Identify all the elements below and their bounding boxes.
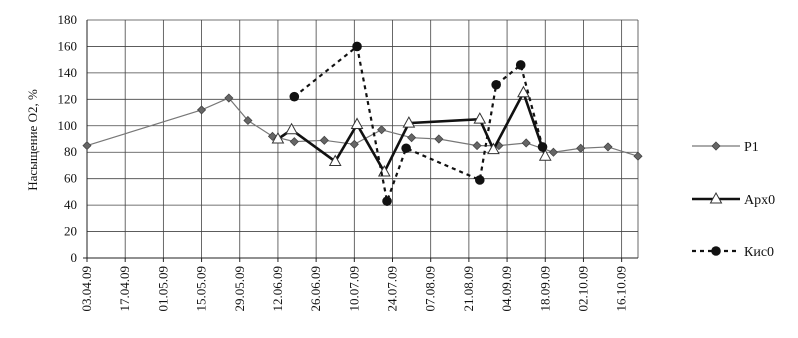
y-tick-label: 20: [64, 224, 77, 239]
diamond-marker: [196, 105, 207, 115]
y-tick-label: 120: [58, 91, 78, 106]
triangle-marker: [328, 154, 342, 166]
y-tick-label: 180: [58, 12, 78, 27]
y-tick-label: 160: [58, 38, 78, 53]
x-tick-label: 16.10.09: [614, 266, 629, 312]
circle-marker: [352, 41, 362, 52]
x-tick-label: 04.09.09: [499, 266, 514, 312]
y-tick-label: 60: [64, 171, 77, 186]
diamond-marker: [289, 137, 299, 147]
circle-marker: [491, 79, 501, 90]
series-line: [277, 89, 547, 175]
diamond-marker: [472, 141, 482, 151]
diamond-marker: [576, 143, 586, 153]
x-tick-label: 10.07.09: [346, 266, 361, 312]
x-tick-label: 12.06.09: [270, 266, 285, 312]
x-tick-label: 03.04.09: [79, 266, 94, 312]
y-tick-label: 0: [71, 250, 78, 265]
legend-item: Кис0: [692, 245, 774, 260]
triangle-marker: [487, 142, 500, 155]
x-tick-label: 15.05.09: [194, 266, 209, 312]
legend: P1 Арх0 Кис0: [692, 140, 775, 260]
diamond-marker: [711, 141, 721, 151]
series-circle: [289, 41, 548, 206]
triangle-marker: [402, 116, 416, 128]
diamond-marker: [633, 151, 643, 161]
triangle-marker: [473, 112, 487, 124]
diamond-marker: [521, 138, 531, 148]
diamond-marker: [407, 133, 417, 143]
diamond-marker: [243, 115, 253, 126]
circle-marker: [401, 143, 411, 154]
series-layer: [82, 41, 643, 206]
diamond-marker: [377, 125, 387, 135]
y-tick-label: 100: [58, 118, 78, 133]
legend-label: Кис0: [744, 245, 774, 260]
x-tick-label: 18.09.09: [537, 266, 552, 312]
diamond-marker: [319, 135, 329, 145]
x-tick-label: 17.04.09: [117, 266, 132, 312]
x-tick-label: 26.06.09: [308, 266, 323, 312]
diamond-marker: [82, 141, 92, 151]
circle-marker: [537, 142, 548, 152]
x-tick-label: 24.07.09: [385, 266, 400, 312]
diamond-marker: [603, 142, 613, 152]
series-diamond: [82, 93, 643, 161]
diamond-marker: [434, 134, 444, 144]
x-tick-label: 02.10.09: [575, 266, 590, 312]
x-tick-label: 21.08.09: [461, 266, 476, 312]
x-tick-label: 29.05.09: [232, 266, 247, 312]
y-tick-labels: 0 20 40 60 80 100 120 140 160 180: [58, 12, 78, 265]
y-tick-label: 80: [64, 144, 77, 159]
gridlines: [83, 19, 639, 262]
triangle-marker: [709, 191, 723, 204]
x-tick-labels: 03.04.09 17.04.09 01.05.09 15.05.09 29.05.09…: [79, 258, 629, 312]
triangle-marker: [517, 85, 530, 98]
diamond-marker: [548, 147, 559, 157]
legend-item: Арх0: [692, 191, 775, 208]
circle-marker: [711, 246, 721, 256]
circle-marker: [382, 196, 392, 206]
triangle-marker: [271, 131, 285, 144]
series-line: [293, 44, 544, 206]
legend-label: P1: [744, 140, 759, 155]
circle-marker: [289, 91, 300, 102]
diamond-marker: [224, 93, 234, 103]
diamond-marker: [349, 139, 359, 149]
legend-item: P1: [692, 140, 759, 155]
triangle-marker: [350, 117, 364, 129]
triangle-marker: [285, 122, 298, 135]
y-axis-label: Насыщение O2, %: [25, 89, 40, 191]
x-tick-label: 07.08.09: [423, 266, 438, 312]
triangle-marker: [538, 149, 552, 161]
y-tick-label: 40: [64, 197, 77, 212]
circle-marker: [515, 60, 526, 70]
circle-marker: [474, 175, 485, 185]
series-line: [86, 97, 639, 157]
x-tick-label: 01.05.09: [155, 266, 170, 312]
y-tick-label: 140: [58, 65, 78, 80]
legend-label: Арх0: [744, 193, 775, 208]
series-triangle: [271, 85, 552, 177]
